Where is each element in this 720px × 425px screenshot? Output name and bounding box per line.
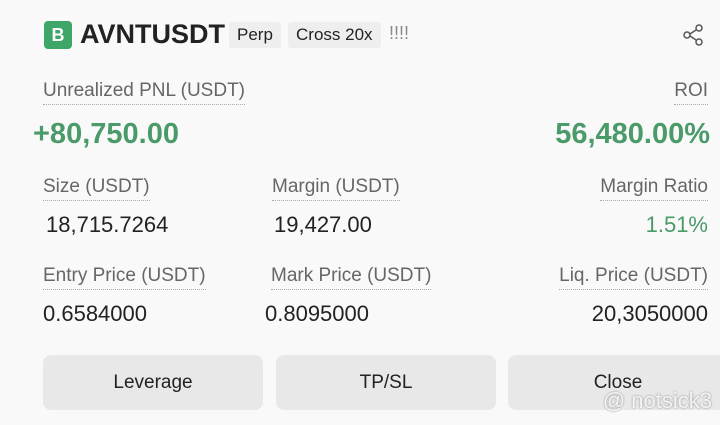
button[interactable]: Close [508,355,720,410]
stat-value: 19,427.00 [274,212,372,237]
tag: Cross 20x [288,22,381,48]
roi-label: ROI [674,80,708,105]
marks: !!!! [389,23,410,43]
stat-value: 0.6584000 [43,301,147,326]
stat-label: Entry Price (USDT) [43,265,206,290]
tag: Perp [229,22,281,48]
share-icon[interactable] [682,24,704,46]
button[interactable]: TP/SL [276,355,496,410]
stat-label: Liq. Price (USDT) [559,265,708,290]
stat-label: Margin (USDT) [272,176,400,201]
pnl-label: Unrealized PNL (USDT) [43,80,246,105]
button[interactable]: Leverage [43,355,263,410]
stat-label: Margin Ratio [600,176,708,201]
pnl-value: +80,750.00 [33,118,179,150]
stat-value: 18,715.7264 [46,212,169,237]
symbol[interactable]: AVNTUSDT [80,19,225,49]
stat-label: Mark Price (USDT) [271,265,432,290]
stat-label: Size (USDT) [43,176,150,201]
stat-value: 0.8095000 [265,301,369,326]
roi-value: 56,480.00% [555,118,710,150]
watermark: @ notsick3 [602,388,712,413]
badge: B [44,21,72,49]
stat-value: 20,3050000 [591,301,708,326]
stat-value: 1.51% [645,212,708,237]
